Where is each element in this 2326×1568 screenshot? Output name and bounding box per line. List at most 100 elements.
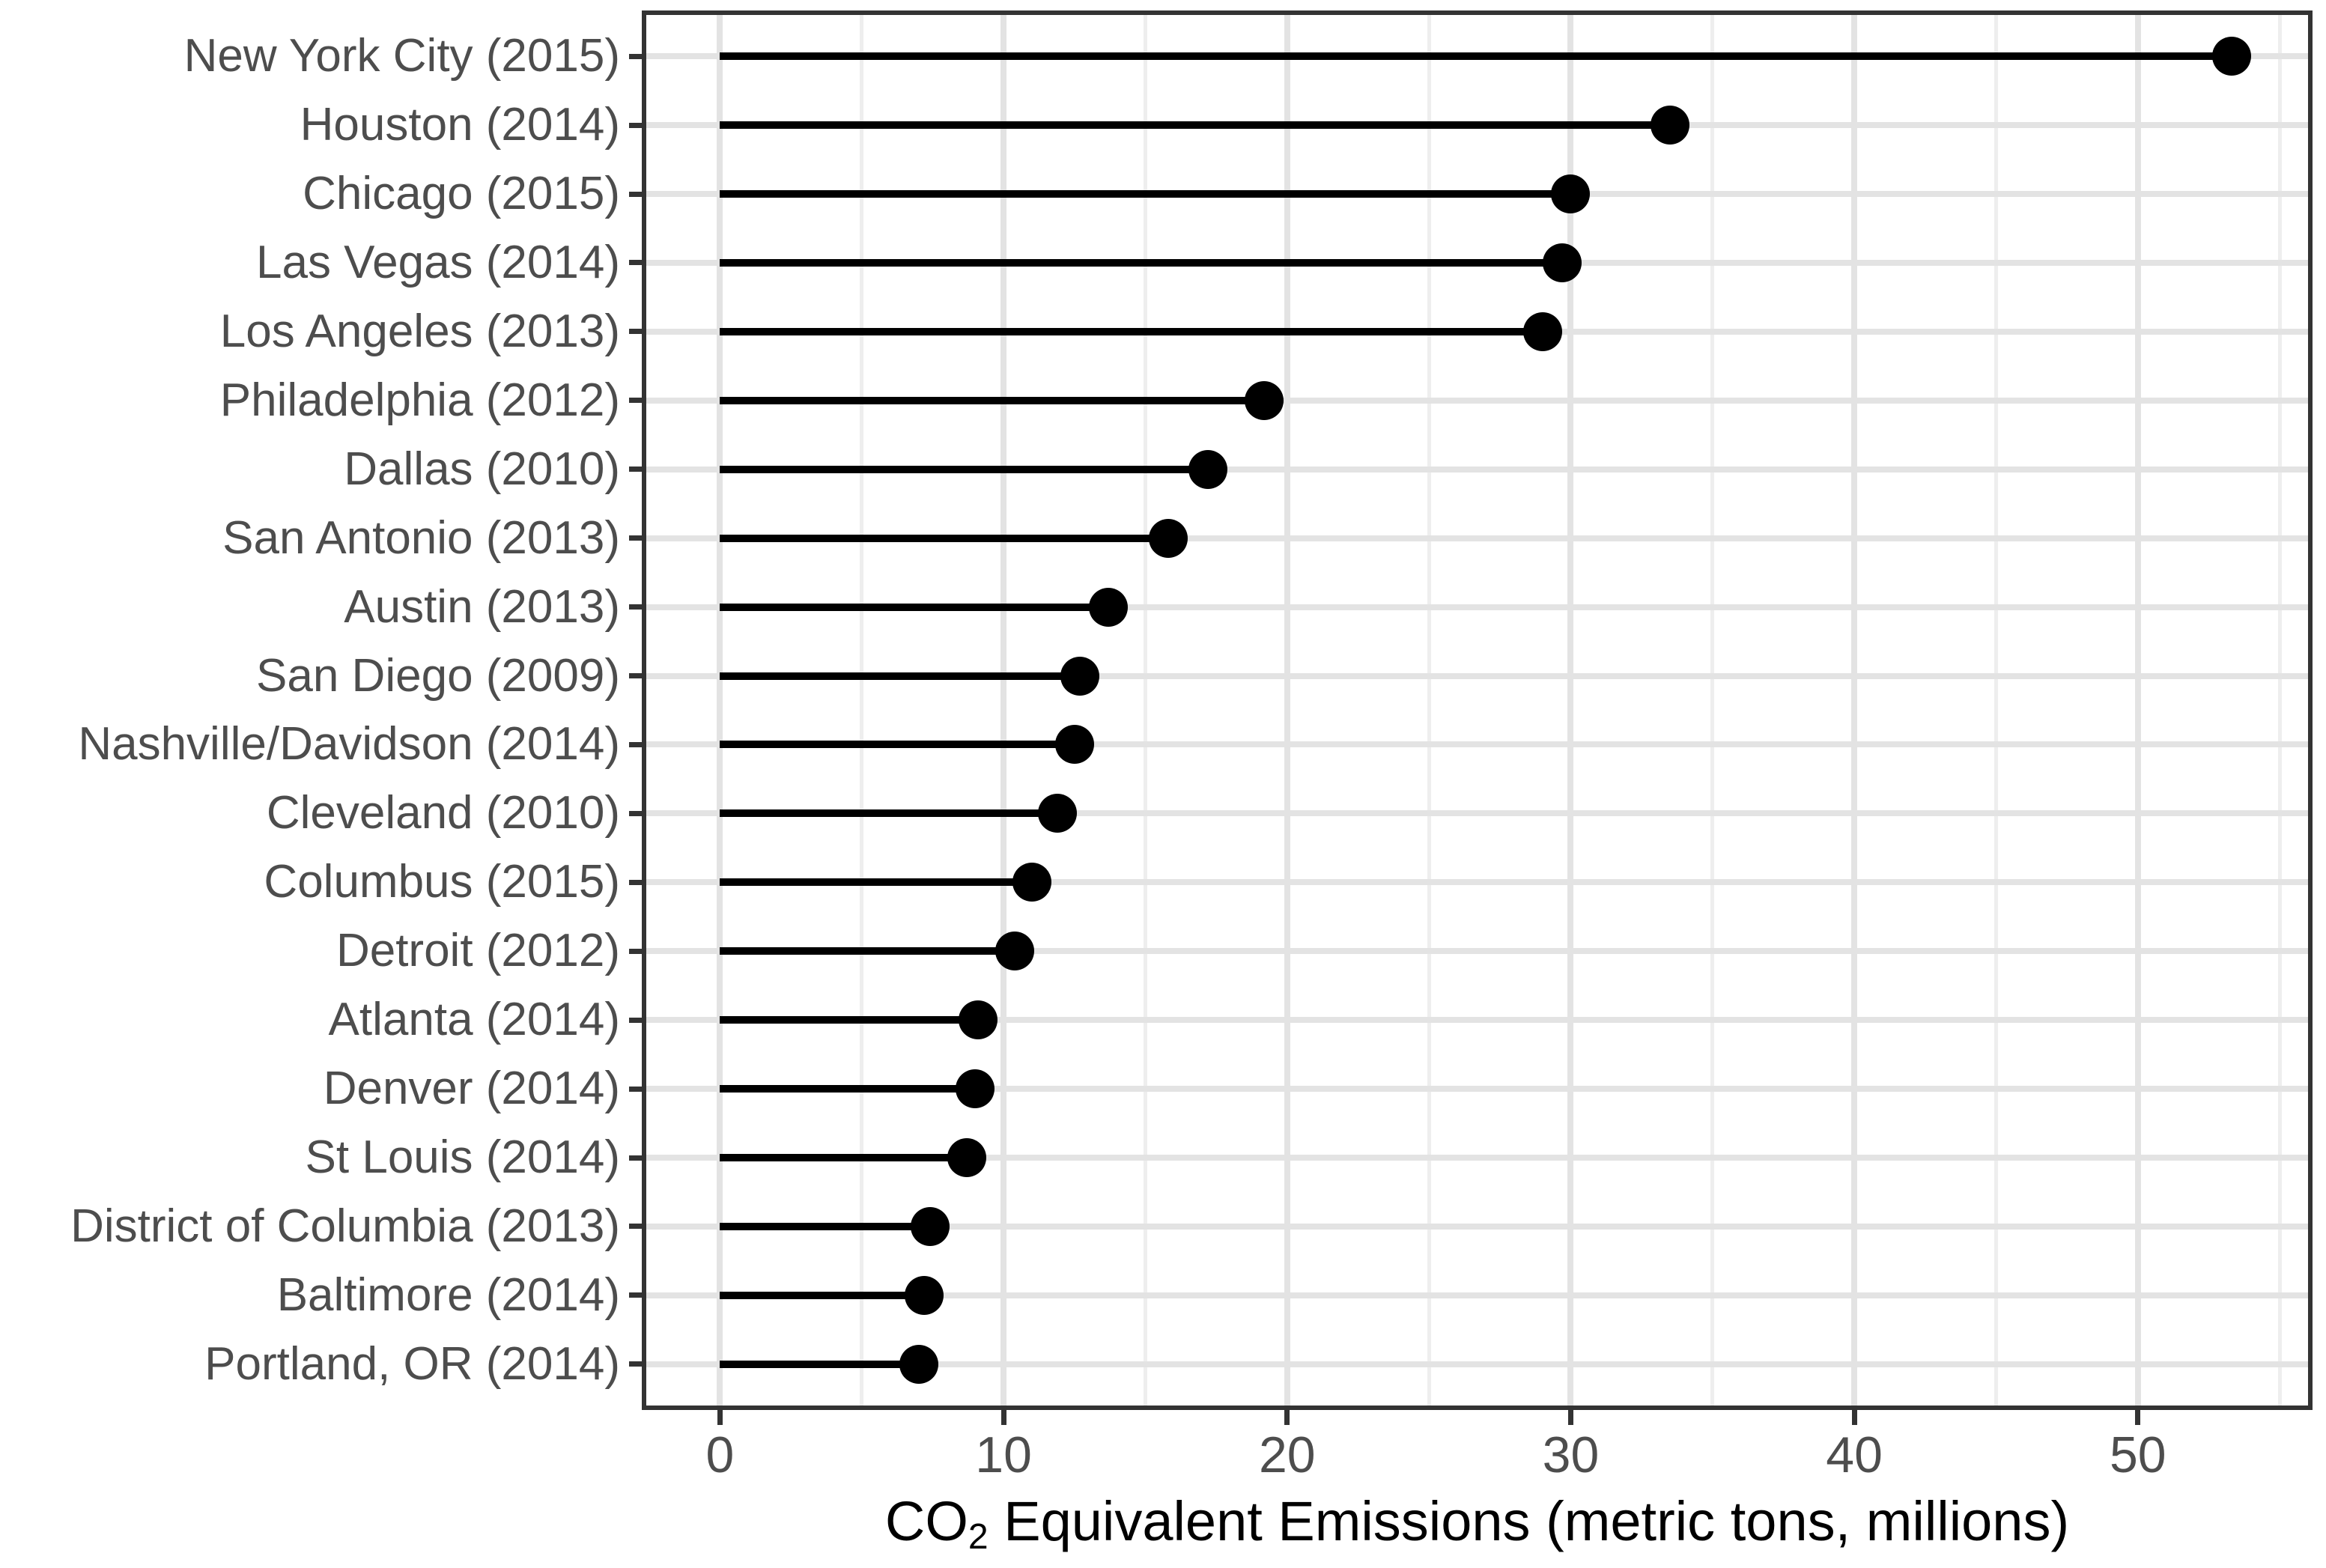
y-axis-tick — [629, 948, 646, 954]
x-axis-tick — [1000, 1410, 1006, 1425]
gridline-horizontal-major — [646, 466, 2308, 472]
y-axis-tick — [629, 1086, 646, 1092]
gridline-horizontal-major — [646, 948, 2308, 955]
y-axis-tick — [629, 879, 646, 885]
y-axis-tick — [629, 467, 646, 472]
gridline-vertical-major — [1284, 15, 1290, 1406]
x-axis-tick-label: 50 — [2109, 1426, 2166, 1483]
x-axis-title-subscript: 2 — [968, 1516, 989, 1557]
y-axis-label: Las Vegas (2014) — [255, 236, 620, 288]
lollipop-dot — [947, 1138, 986, 1178]
y-axis-label: New York City (2015) — [183, 30, 620, 82]
y-axis-tick — [629, 1361, 646, 1367]
lollipop-stem — [720, 52, 2232, 61]
y-axis-tick — [629, 329, 646, 335]
y-axis-label: Columbus (2015) — [264, 856, 620, 908]
x-axis-tick-label: 10 — [975, 1426, 1032, 1483]
y-axis-label: Los Angeles (2013) — [219, 305, 620, 357]
lollipop-stem — [720, 258, 1563, 267]
y-axis-tick — [629, 1292, 646, 1298]
lollipop-stem — [720, 1154, 967, 1162]
lollipop-stem — [720, 1222, 930, 1230]
y-axis-label: Atlanta (2014) — [328, 994, 620, 1046]
plot-panel — [642, 10, 2313, 1410]
y-axis-label: Denver (2014) — [323, 1063, 620, 1115]
x-axis-tick-label: 30 — [1542, 1426, 1600, 1483]
x-axis-title-suffix: Equivalent Emissions (metric tons, milli… — [988, 1490, 2070, 1552]
gridline-horizontal-major — [646, 1223, 2308, 1230]
gridline-vertical-minor — [1710, 15, 1715, 1406]
y-axis-label: Portland, OR (2014) — [204, 1337, 620, 1390]
x-axis-title: CO2 Equivalent Emissions (metric tons, m… — [642, 1484, 2313, 1566]
y-axis-tick — [629, 53, 646, 59]
gridline-vertical-minor — [1427, 15, 1431, 1406]
lollipop-dot — [1188, 449, 1227, 489]
y-axis-tick — [629, 1224, 646, 1230]
lollipop-dot — [1551, 174, 1591, 214]
lollipop-stem — [720, 1360, 919, 1368]
y-axis-label: District of Columbia (2013) — [70, 1200, 620, 1252]
gridline-horizontal-major — [646, 604, 2308, 610]
lollipop-dot — [1038, 794, 1078, 833]
y-axis-label: Austin (2013) — [344, 580, 620, 633]
lollipop-stem — [720, 809, 1058, 818]
gridline-vertical-minor — [1143, 15, 1147, 1406]
lollipop-stem — [720, 190, 1571, 198]
lollipop-dot — [1245, 380, 1284, 420]
lollipop-stem — [720, 396, 1265, 404]
y-axis-tick — [629, 535, 646, 541]
gridline-vertical-minor — [860, 15, 864, 1406]
gridline-horizontal-major — [646, 535, 2308, 541]
y-axis-label: Nashville/Davidson (2014) — [78, 718, 620, 771]
lollipop-dot — [995, 932, 1035, 971]
y-axis-label: Dallas (2010) — [344, 443, 620, 495]
y-axis-label: San Antonio (2013) — [222, 511, 620, 564]
lollipop-dot — [910, 1206, 950, 1246]
lollipop-dot — [1060, 656, 1100, 696]
lollipop-dot — [1054, 725, 1094, 765]
y-axis-label: Philadelphia (2012) — [219, 374, 620, 426]
x-axis-tick — [717, 1410, 723, 1425]
gridline-horizontal-major — [646, 1155, 2308, 1161]
lollipop-dot — [1543, 243, 1582, 282]
lollipop-dot — [1012, 863, 1051, 902]
lollipop-stem — [720, 465, 1208, 473]
y-axis-label: St Louis (2014) — [305, 1131, 620, 1184]
y-axis-label: Cleveland (2010) — [266, 787, 620, 839]
lollipop-dot — [1089, 587, 1129, 627]
lollipop-dot — [905, 1275, 944, 1315]
x-axis-tick-label: 40 — [1826, 1426, 1883, 1483]
lollipop-dot — [956, 1069, 995, 1109]
lollipop-stem — [720, 878, 1032, 887]
y-axis-tick — [629, 398, 646, 404]
y-axis-tick — [629, 260, 646, 266]
x-axis-tick-label: 20 — [1258, 1426, 1316, 1483]
lollipop-stem — [720, 603, 1109, 611]
lollipop-dot — [959, 1000, 998, 1040]
y-axis-tick — [629, 604, 646, 610]
x-axis-tick — [2135, 1410, 2141, 1425]
gridline-vertical-major — [1851, 15, 1858, 1406]
y-axis-label: Baltimore (2014) — [276, 1268, 620, 1321]
y-axis-tick — [629, 1017, 646, 1023]
gridline-horizontal-major — [646, 1361, 2308, 1367]
y-axis-tick — [629, 810, 646, 816]
lollipop-dot — [2211, 37, 2251, 76]
gridline-vertical-major — [717, 15, 723, 1406]
gridline-horizontal-major — [646, 1017, 2308, 1024]
plot-area — [646, 15, 2308, 1406]
lollipop-stem — [720, 327, 1543, 335]
y-axis-tick — [629, 741, 646, 747]
lollipop-stem — [720, 672, 1081, 680]
lollipop-stem — [720, 1085, 976, 1093]
y-axis-tick — [629, 1155, 646, 1161]
lollipop-stem — [720, 1016, 979, 1024]
gridline-horizontal-major — [646, 397, 2308, 404]
lollipop-dot — [1148, 518, 1188, 558]
y-axis-tick — [629, 673, 646, 679]
gridline-horizontal-major — [646, 741, 2308, 748]
lollipop-stem — [720, 534, 1168, 542]
y-axis-label: San Diego (2009) — [256, 649, 620, 702]
gridline-horizontal-major — [646, 1086, 2308, 1093]
gridline-horizontal-major — [646, 672, 2308, 679]
